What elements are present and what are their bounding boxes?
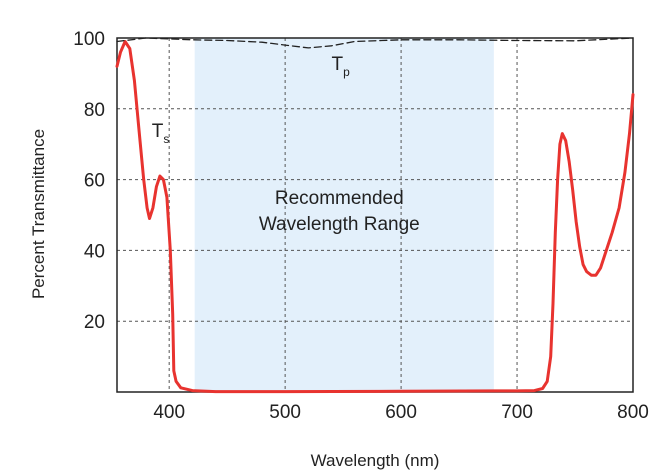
series-tp-label-sub: p — [343, 65, 350, 79]
series-ts-label-main: T — [152, 121, 164, 142]
x-tick-label: 700 — [501, 402, 533, 423]
x-tick-label: 800 — [617, 402, 649, 423]
series-ts-line — [115, 40, 635, 394]
y-tick-label: 80 — [84, 100, 105, 121]
tick-layer: 400 500 600 700 800 20 40 60 80 100 — [73, 29, 649, 423]
x-tick-label: 400 — [153, 402, 185, 423]
y-tick-label: 60 — [84, 171, 105, 192]
highlight-layer — [194, 38, 494, 392]
y-tick-label: 100 — [73, 29, 105, 50]
recommended-range-band — [194, 38, 494, 392]
y-tick-label: 40 — [84, 241, 105, 262]
y-tick-label: 20 — [84, 312, 105, 333]
region-label-line2: Wavelength Range — [259, 214, 420, 235]
x-tick-label: 600 — [385, 402, 417, 423]
series-tp-label: Tp — [332, 54, 351, 79]
series-ts-label: Ts — [152, 121, 170, 146]
region-label-line1: Recommended — [275, 188, 404, 209]
series-ts-label-sub: s — [163, 132, 169, 146]
x-axis-title: Wavelength (nm) — [311, 451, 440, 470]
series-tp-label-main: T — [332, 54, 344, 75]
series-tp-line — [116, 37, 634, 49]
y-axis-title: Percent Transmittance — [29, 129, 48, 299]
x-tick-label: 500 — [269, 402, 301, 423]
